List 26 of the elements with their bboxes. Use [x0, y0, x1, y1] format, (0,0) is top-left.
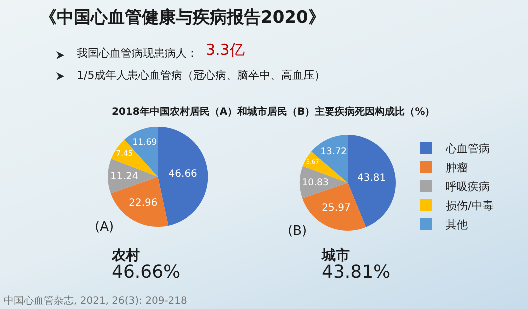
text: 43.81%: [322, 262, 391, 283]
text: 46.66%: [112, 262, 181, 283]
chart-title: 《中国心血管健康与疾病报告2020》: [40, 7, 326, 29]
chart-subtitle: 2018年中国农村居民（A）和城市居民（B）主要疾病死因构成比（%）: [112, 105, 436, 119]
text: 城市: [322, 247, 350, 264]
text: 中国心血管杂志, 2021, 26(3): 209-218: [4, 294, 188, 308]
slice-label: (A): [95, 220, 114, 235]
legend-label: 肿瘤: [446, 161, 468, 174]
data-label: 13.72: [320, 146, 348, 158]
slice-label: (B): [288, 224, 308, 239]
data-label: 43.81: [357, 172, 386, 184]
legend-label: 心血管病: [445, 142, 490, 156]
text: 1/5成年人患心血管病（冠心病、脑卒中、高血压）: [77, 68, 326, 83]
legend-label: 其他: [446, 218, 468, 232]
legend-label: 损伤/中毒: [446, 199, 494, 212]
data-label: 11.69: [132, 138, 158, 148]
data-label: 46.66: [168, 168, 198, 180]
data-label: 22.96: [129, 198, 158, 209]
data-label: 7.45: [116, 148, 134, 158]
data-label: 25.97: [322, 202, 351, 214]
text: 3.3亿: [206, 41, 245, 60]
legend-label: 呼吸疾病: [446, 180, 490, 194]
data-label: 11.24: [110, 171, 139, 182]
text: 农村: [112, 247, 140, 264]
text: 我国心血管病现患病人：: [77, 46, 198, 61]
data-label: 10.83: [302, 177, 329, 188]
